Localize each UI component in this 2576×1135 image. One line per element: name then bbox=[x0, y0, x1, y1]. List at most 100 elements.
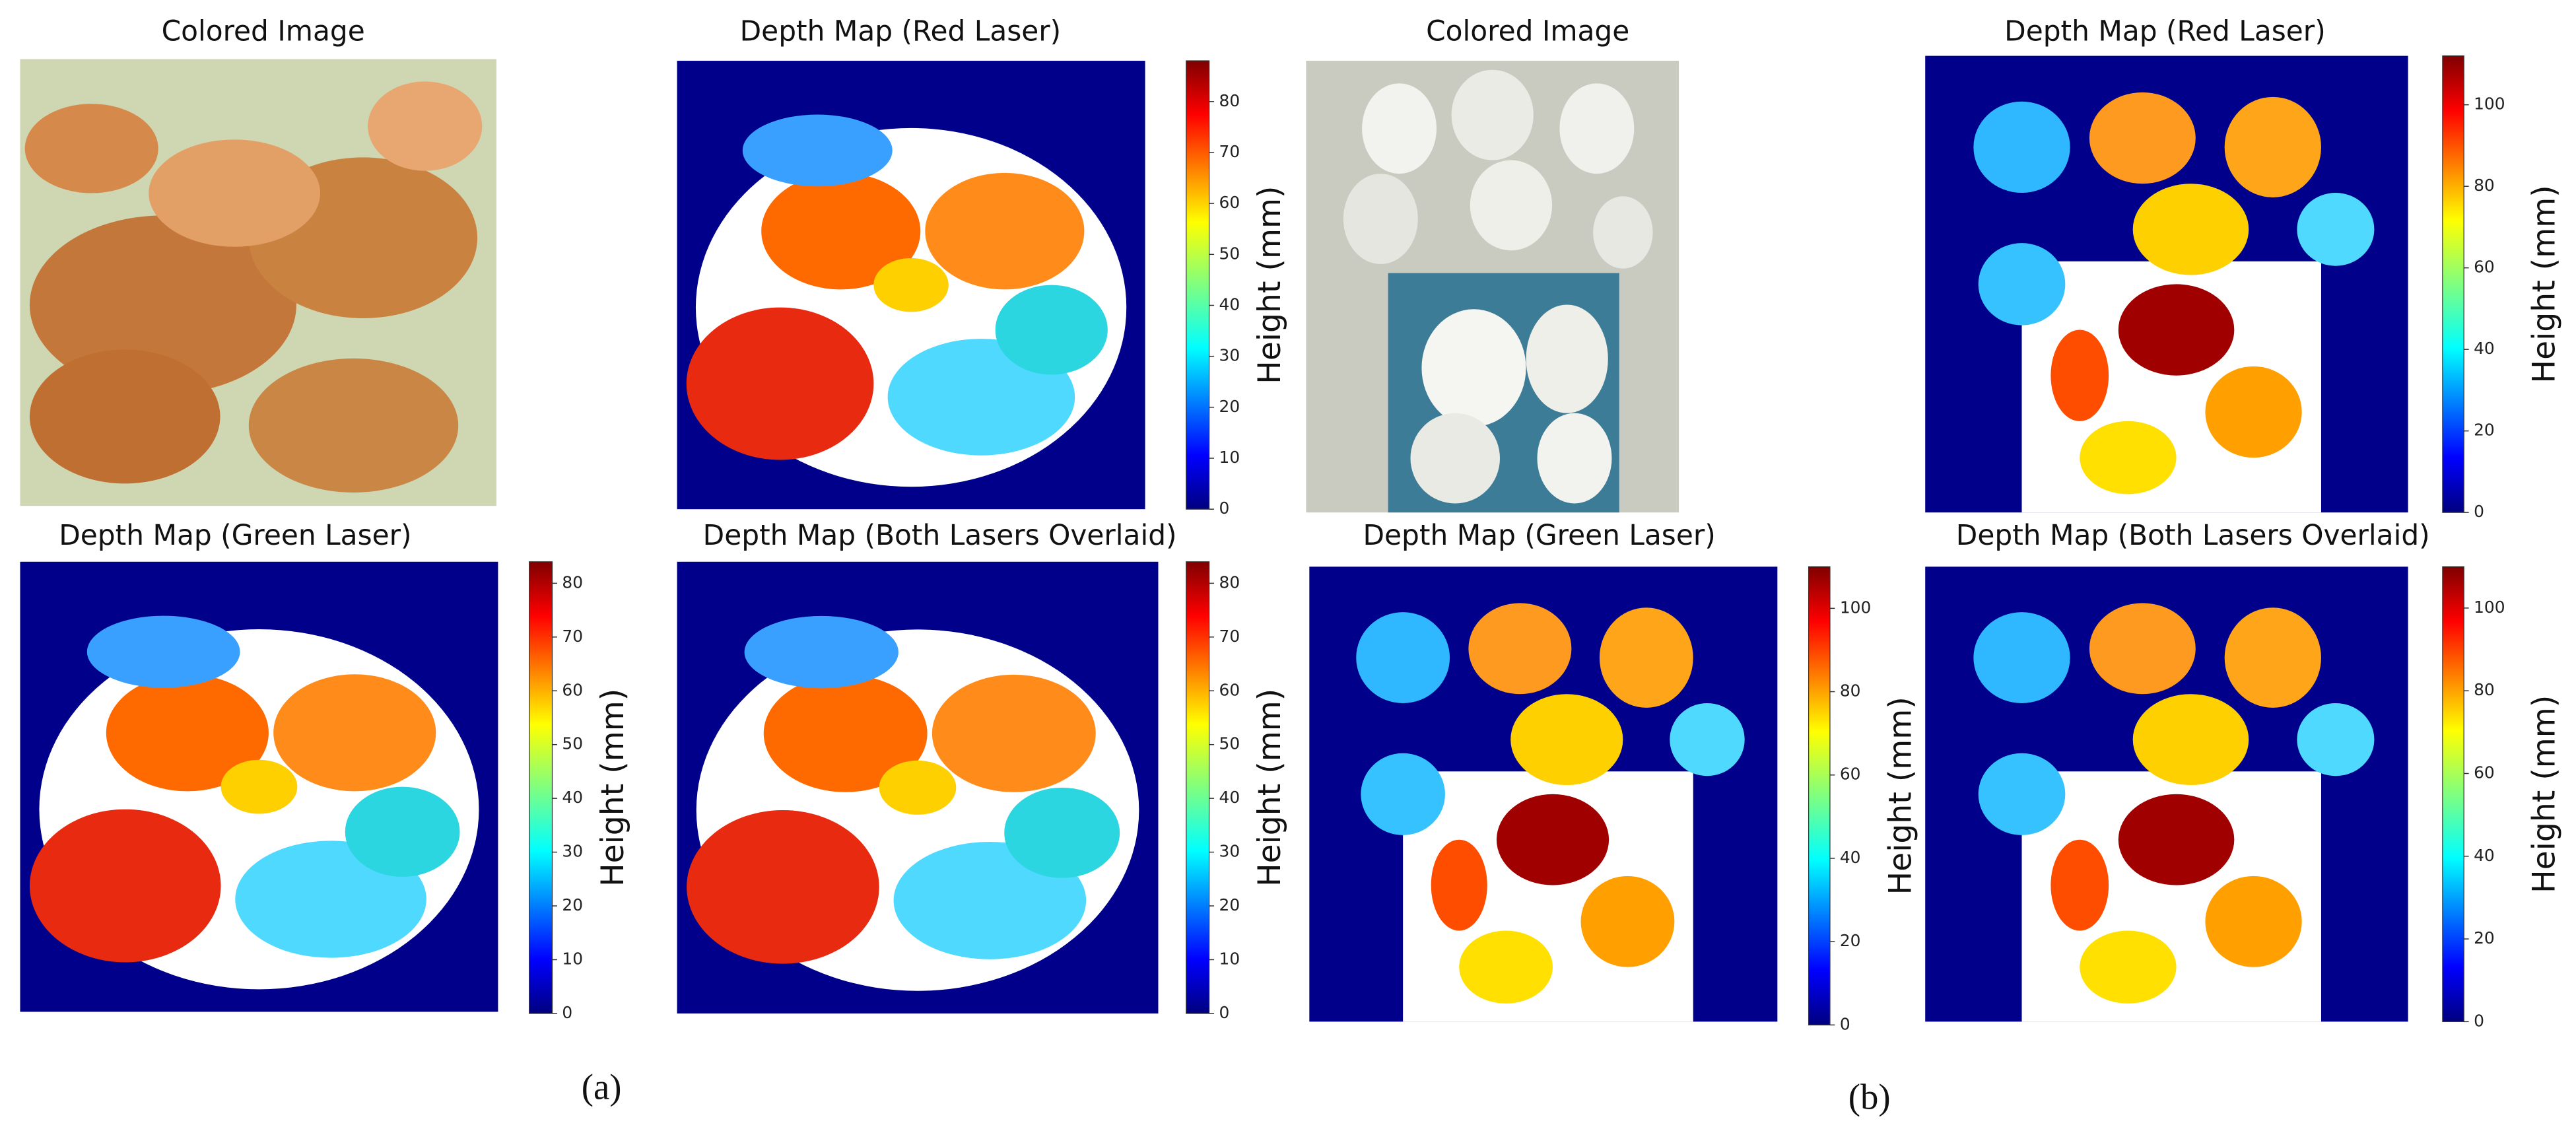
colorbar-tick-label: 60 bbox=[562, 680, 583, 699]
panel-label: (b) bbox=[1848, 1076, 1891, 1117]
colorbar-tick-label: 60 bbox=[1219, 193, 1240, 212]
colorbar bbox=[2442, 566, 2464, 1022]
colorbar-tick-label: 40 bbox=[1219, 788, 1240, 807]
colorbar-tick-label: 50 bbox=[1219, 244, 1240, 263]
colorbar-tick-label: 10 bbox=[1219, 448, 1240, 467]
panel-title: Depth Map (Both Lasers Overlaid) bbox=[1956, 519, 2430, 551]
image-object bbox=[86, 615, 240, 688]
image-object bbox=[2224, 607, 2321, 708]
colorbar-tick-label: 80 bbox=[1840, 681, 1861, 701]
panel-title: Colored Image bbox=[162, 15, 365, 47]
colorbar-tick-label: 80 bbox=[1219, 572, 1240, 592]
image-object bbox=[1459, 930, 1553, 1004]
colorbar-tick-label: 30 bbox=[1219, 346, 1240, 365]
image-object bbox=[686, 307, 874, 460]
image-object bbox=[149, 139, 320, 247]
image-object bbox=[873, 258, 949, 312]
colorbar-label: Height (mm) bbox=[1252, 689, 1288, 887]
colorbar-tick-label: 0 bbox=[562, 1003, 572, 1022]
image-object bbox=[2080, 421, 2177, 495]
colorbar bbox=[529, 561, 553, 1014]
colorbar-tick-label: 20 bbox=[2474, 928, 2495, 947]
image-object bbox=[742, 114, 893, 187]
image-object bbox=[744, 615, 898, 689]
image-object bbox=[29, 349, 220, 484]
image-object bbox=[1537, 413, 1612, 504]
colorbar-label: Height (mm) bbox=[2526, 185, 2563, 383]
image-object bbox=[106, 674, 269, 792]
image-object bbox=[2118, 284, 2235, 376]
colorbar-tick-label: 100 bbox=[2474, 94, 2505, 114]
image-object bbox=[29, 215, 296, 395]
image-object bbox=[2224, 96, 2321, 197]
colorbar-tick-label: 80 bbox=[2474, 680, 2495, 699]
image-object bbox=[763, 674, 928, 792]
colorbar-tick-label: 80 bbox=[1219, 91, 1240, 110]
panel-title: Depth Map (Both Lasers Overlaid) bbox=[703, 519, 1177, 551]
colorbar-tick-label: 20 bbox=[1219, 895, 1240, 914]
image-object bbox=[1361, 753, 1445, 835]
colorbar bbox=[2442, 55, 2464, 513]
colorbar-tick-label: 0 bbox=[1840, 1014, 1850, 1033]
colorbar-tick-label: 100 bbox=[1840, 598, 1871, 617]
image-object bbox=[1599, 607, 1693, 708]
colorbar bbox=[1808, 566, 1831, 1025]
colorbar-tick-label: 40 bbox=[562, 788, 583, 807]
colorbar-tick-label: 70 bbox=[1219, 142, 1240, 161]
colorbar-tick-label: 80 bbox=[2474, 176, 2495, 195]
image-object bbox=[1451, 69, 1534, 160]
panel-image bbox=[20, 561, 498, 1012]
panel-image bbox=[1925, 567, 2408, 1022]
colorbar-tick-label: 20 bbox=[562, 895, 583, 914]
image-object bbox=[273, 674, 436, 792]
colorbar-label: Height (mm) bbox=[595, 689, 631, 887]
colorbar-tick-label: 20 bbox=[2474, 421, 2495, 440]
colorbar-tick-label: 60 bbox=[2474, 258, 2495, 277]
image-object bbox=[2080, 930, 2177, 1004]
image-object bbox=[995, 285, 1108, 375]
image-object bbox=[925, 172, 1085, 290]
colorbar-tick-label: 60 bbox=[2474, 763, 2495, 782]
image-object bbox=[1593, 196, 1653, 269]
colorbar-tick-label: 0 bbox=[2474, 502, 2484, 521]
panel-label: (a) bbox=[582, 1066, 622, 1107]
image-object bbox=[1410, 413, 1501, 504]
image-object bbox=[1559, 83, 1635, 174]
panel-title: Depth Map (Red Laser) bbox=[740, 15, 1062, 47]
colorbar-tick-label: 70 bbox=[562, 627, 583, 646]
image-object bbox=[687, 810, 879, 964]
image-object bbox=[1468, 603, 1572, 695]
panel-image bbox=[677, 61, 1145, 510]
image-object bbox=[1510, 694, 1623, 786]
image-object bbox=[1004, 787, 1120, 878]
image-object bbox=[2205, 876, 2302, 967]
image-object bbox=[1431, 839, 1487, 931]
colorbar-tick-label: 10 bbox=[1219, 949, 1240, 968]
image-object bbox=[1343, 174, 1418, 264]
image-object bbox=[2297, 703, 2375, 776]
colorbar-tick-label: 40 bbox=[1219, 294, 1240, 314]
image-object bbox=[368, 81, 483, 171]
image-object bbox=[345, 786, 460, 877]
panel-image bbox=[1309, 567, 1778, 1022]
panel-image bbox=[1306, 61, 1679, 513]
colorbar-label: Height (mm) bbox=[2526, 695, 2563, 893]
colorbar-tick-label: 60 bbox=[1840, 765, 1861, 784]
colorbar-tick-label: 40 bbox=[2474, 339, 2495, 358]
image-object bbox=[1580, 876, 1675, 967]
image-object bbox=[761, 172, 921, 290]
panel-image bbox=[20, 59, 496, 506]
image-object bbox=[24, 104, 158, 193]
colorbar-tick-label: 80 bbox=[562, 572, 583, 592]
image-object bbox=[1978, 243, 2066, 326]
colorbar-tick-label: 0 bbox=[1219, 499, 1230, 518]
colorbar-tick-label: 30 bbox=[1219, 842, 1240, 861]
panel-title: Depth Map (Green Laser) bbox=[59, 519, 411, 551]
image-object bbox=[220, 759, 298, 814]
image-object bbox=[2051, 839, 2109, 931]
image-object bbox=[1973, 101, 2070, 193]
image-object bbox=[1362, 83, 1437, 174]
colorbar bbox=[1186, 60, 1210, 510]
